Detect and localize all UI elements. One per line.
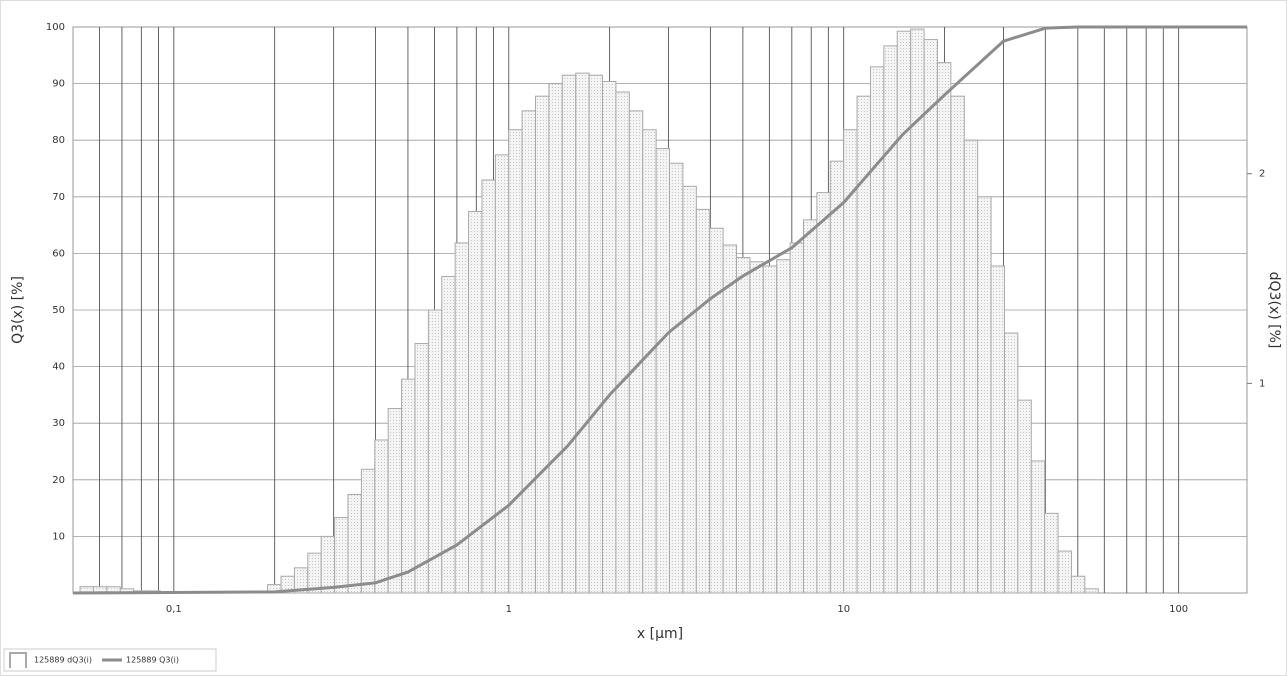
bar — [535, 95, 550, 594]
bar — [776, 259, 791, 594]
bar — [387, 408, 403, 594]
bar — [521, 110, 537, 594]
bar — [655, 148, 671, 594]
bar — [628, 110, 644, 594]
legend-icon — [9, 652, 27, 668]
bar — [334, 517, 349, 594]
bar — [936, 62, 952, 594]
bar — [414, 343, 429, 594]
bar — [508, 129, 523, 594]
y2-tick-label: 2 — [1259, 169, 1265, 180]
bar — [548, 83, 563, 594]
bar — [749, 261, 764, 594]
bar — [883, 45, 898, 594]
bar — [642, 129, 657, 594]
y-tick-label: 10 — [52, 531, 65, 542]
bar — [963, 139, 979, 594]
bar — [896, 30, 912, 594]
bar — [856, 95, 871, 594]
bar — [829, 160, 845, 594]
legend-label: 125889 dQ3(i) — [34, 656, 92, 665]
bar — [803, 219, 818, 594]
bar — [869, 66, 885, 594]
bar — [1084, 588, 1099, 594]
x-tick-label: 1 — [506, 604, 512, 615]
bar — [977, 196, 992, 594]
bar — [722, 244, 738, 594]
y-tick-label: 40 — [52, 362, 65, 373]
bar — [669, 162, 684, 594]
x-tick-label: 10 — [837, 604, 850, 615]
x-tick-label: 0,1 — [166, 604, 182, 615]
bar — [789, 242, 805, 594]
bar — [602, 81, 617, 594]
bar — [427, 309, 443, 594]
bar — [347, 493, 362, 594]
bar — [588, 74, 604, 594]
bar — [1070, 575, 1086, 594]
bar — [762, 265, 778, 594]
y-tick-label: 80 — [52, 135, 65, 146]
bar — [320, 535, 336, 594]
y2-tick-label: 1 — [1259, 378, 1265, 389]
bar — [695, 208, 711, 594]
bar — [682, 185, 697, 594]
bar — [615, 91, 630, 594]
bar — [374, 439, 389, 594]
y-tick-label: 90 — [52, 79, 65, 90]
bar — [736, 257, 751, 594]
bar — [494, 154, 510, 594]
bar — [816, 192, 831, 594]
bar — [950, 95, 965, 594]
y-tick-label: 30 — [52, 418, 65, 429]
legend-label: 125889 Q3(i) — [126, 656, 179, 665]
cumulative-line — [72, 25, 1247, 595]
y-axis-label: Q3(x) [%] — [10, 276, 26, 344]
bar — [1003, 332, 1019, 594]
y-tick-label: 60 — [52, 248, 65, 259]
bar — [1057, 550, 1072, 594]
legend: 125889 dQ3(i) 125889 Q3(i) — [3, 648, 217, 672]
bar — [923, 39, 938, 594]
bar — [575, 72, 590, 594]
y2-axis-label: dQ3(x) [%] — [1266, 272, 1282, 349]
bar — [561, 74, 577, 594]
x-axis-label: x [µm] — [637, 626, 683, 642]
marks — [72, 25, 1247, 595]
bar — [1044, 512, 1059, 594]
bar — [990, 265, 1005, 594]
y-tick-label: 100 — [46, 22, 65, 33]
bar — [401, 378, 416, 594]
y-tick-label: 50 — [52, 305, 65, 316]
y-tick-label: 70 — [52, 192, 65, 203]
bar — [360, 468, 376, 594]
bar — [481, 179, 496, 594]
bar — [1030, 460, 1046, 594]
bar — [1017, 399, 1032, 594]
x-tick-label: 100 — [1169, 604, 1188, 615]
y-tick-label: 20 — [52, 475, 65, 486]
bar — [709, 227, 724, 594]
bar — [910, 28, 925, 594]
